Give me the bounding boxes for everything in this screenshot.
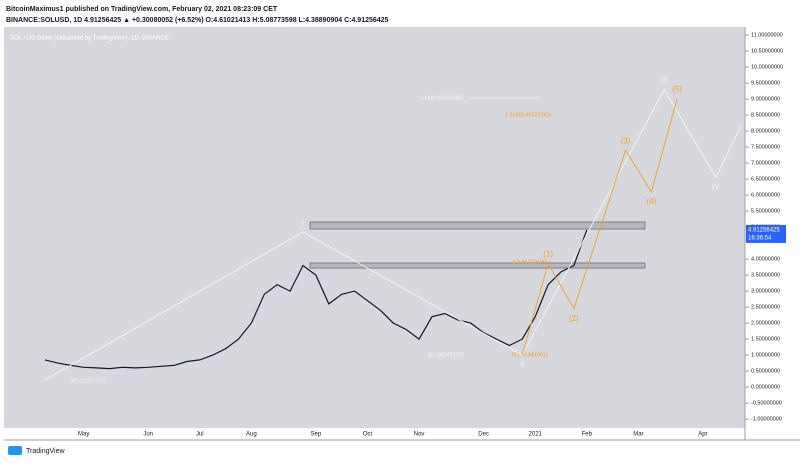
y-tick-label: 8.00000000 [751,129,780,135]
wave-label: (2) [569,314,579,323]
y-tick-label: 10.50000000 [751,49,783,55]
x-tick-label: Jul [196,432,204,438]
header-line2: BINANCE:SOLUSD, 1D 4.91256425 ▲ +0.30080… [6,17,389,24]
y-tick-label: 2.00000000 [751,321,780,327]
annotation: 0(1.01344981) [512,352,548,358]
annotation: 0(1.00549779) [428,352,464,358]
x-tick-label: 2021 [529,432,543,438]
y-tick-label: 9.00000000 [751,97,780,103]
y-tick-label: 8.50000000 [751,113,780,119]
y-tick-label: 0.50000000 [751,369,780,375]
y-tick-label: 1.50000000 [751,337,780,343]
y-tick-label: 6.50000000 [751,177,780,183]
x-tick-label: Sep [311,432,322,438]
x-tick-label: Jun [143,432,153,438]
wave-label: (1) [543,250,553,259]
y-tick-label: 3.00000000 [751,289,780,295]
wave-label: III [661,76,668,85]
y-tick-label: -1.00000000 [751,417,782,423]
x-tick-label: Feb [582,432,593,438]
x-tick-label: Mar [633,432,643,438]
y-tick-label: 5.50000000 [751,209,780,215]
y-tick-label: 7.50000000 [751,145,780,151]
series-line [44,88,743,381]
price-box [746,224,786,243]
y-tick-label: -0.50000000 [751,401,782,407]
y-tick-label: 0.00000000 [751,385,780,391]
logo-icon [8,446,22,455]
x-tick-label: Dec [478,432,489,438]
zone [309,221,646,230]
annotation: 1.618(8.46515243) [505,112,552,118]
y-tick-label: 2.50000000 [751,305,780,311]
x-tick-label: Aug [246,432,257,438]
zone [309,262,646,269]
header-line1: BitcoinMaximus1 published on TradingView… [6,6,278,13]
x-tick-label: Nov [414,432,425,438]
series-line [521,98,678,355]
y-tick-label: 11.00000000 [751,33,783,39]
wave-label: IV [712,183,720,192]
annotation: 1(3.86220190) [512,259,548,265]
series-line [44,229,588,370]
wave-label: (3) [621,136,631,145]
y-tick-label: 1.00000000 [751,353,780,359]
y-tick-label: 6.00000000 [751,193,780,199]
y-tick-label: 4.00000000 [751,257,780,263]
last-price: 4.91256425 [748,227,780,233]
y-tick-label: 10.00000000 [751,65,783,71]
x-tick-label: May [78,432,89,438]
y-tick-label: 3.50000000 [751,273,780,279]
x-tick-label: Oct [363,432,373,438]
y-tick-label: 7.00000000 [751,161,780,167]
wave-label: (5) [672,85,682,94]
x-tick-label: Apr [698,432,707,438]
y-tick-label: 9.50000000 [751,81,780,87]
legend-text: SOL / US Dollar (calculated by TradingVi… [10,36,169,42]
logo-text: TradingView [26,448,65,455]
wave-label: II [520,360,524,369]
annotation: 1.61(8.99325385) [420,95,464,101]
countdown: 16:36:54 [748,235,772,241]
wave-label: I [302,218,304,227]
annotation: 0(0.21721717) [70,378,106,384]
wave-label: (4) [646,197,656,206]
